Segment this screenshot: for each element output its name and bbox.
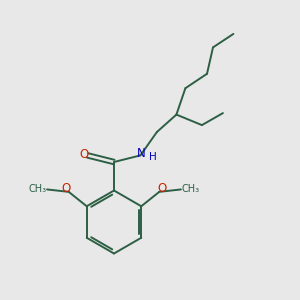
Text: H: H	[149, 152, 157, 162]
Text: O: O	[157, 182, 166, 195]
Text: CH₃: CH₃	[182, 184, 200, 194]
Text: O: O	[79, 148, 88, 161]
Text: N: N	[137, 147, 146, 160]
Text: O: O	[62, 182, 71, 195]
Text: CH₃: CH₃	[28, 184, 46, 194]
